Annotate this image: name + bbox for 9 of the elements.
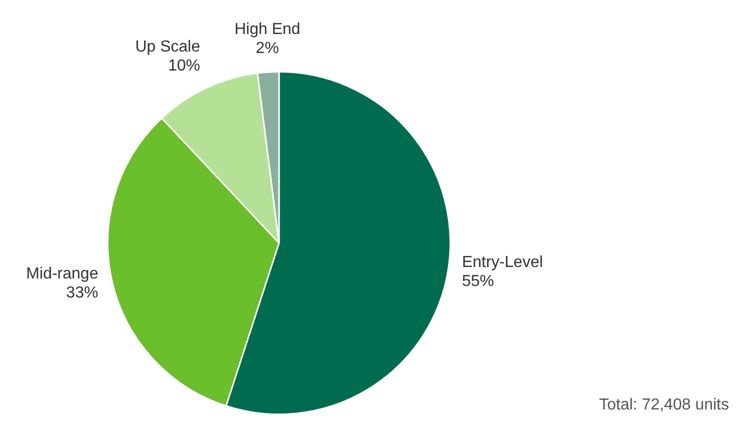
data-label: 33% [66,284,98,302]
text: Total: 72,408 units [599,396,729,414]
slice-label: Entry-Level [462,254,543,271]
slice-label: Mid-range [26,265,98,282]
data-label: 2% [256,40,279,58]
data-label: 55% [462,272,494,290]
slice-label: Up Scale [135,38,200,56]
data-label: 10% [168,57,200,74]
slice-label: High End [234,21,300,38]
